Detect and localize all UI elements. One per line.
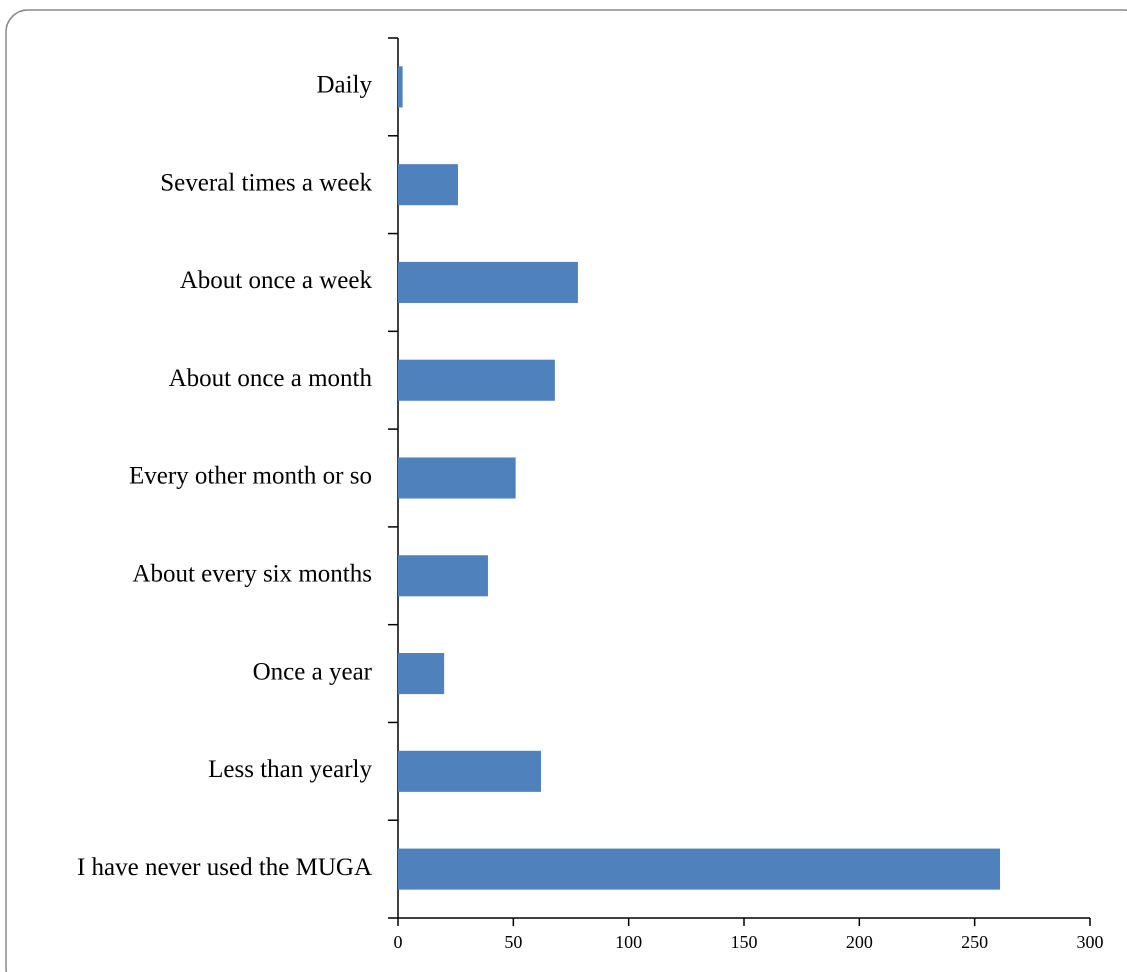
x-tick-label: 150 [731, 932, 758, 952]
bar [398, 457, 516, 499]
chart-frame [5, 9, 1127, 972]
bar [398, 750, 542, 792]
bar [398, 359, 555, 401]
y-tick-label: Every other month or so [129, 463, 372, 490]
x-tick-label: 200 [846, 932, 873, 952]
y-tick-label: Once a year [253, 658, 373, 685]
y-tick-label: About once a month [169, 365, 373, 392]
bar [398, 653, 445, 695]
bar [398, 164, 458, 206]
x-tick-label: 0 [394, 932, 403, 952]
y-tick-label: Daily [316, 72, 372, 99]
x-tick-label: 300 [1077, 932, 1104, 952]
y-tick-label: Less than yearly [208, 756, 372, 783]
bar [398, 261, 578, 303]
y-tick-label: Several times a week [160, 169, 372, 196]
x-tick-label: 250 [961, 932, 988, 952]
bar [398, 555, 488, 597]
bar [398, 848, 1001, 890]
y-tick-label: About every six months [132, 561, 372, 588]
bar [398, 66, 403, 108]
y-tick-label: I have never used the MUGA [77, 854, 372, 881]
y-tick-label: About once a week [180, 267, 373, 294]
x-tick-label: 100 [615, 932, 642, 952]
x-tick-label: 50 [504, 932, 522, 952]
